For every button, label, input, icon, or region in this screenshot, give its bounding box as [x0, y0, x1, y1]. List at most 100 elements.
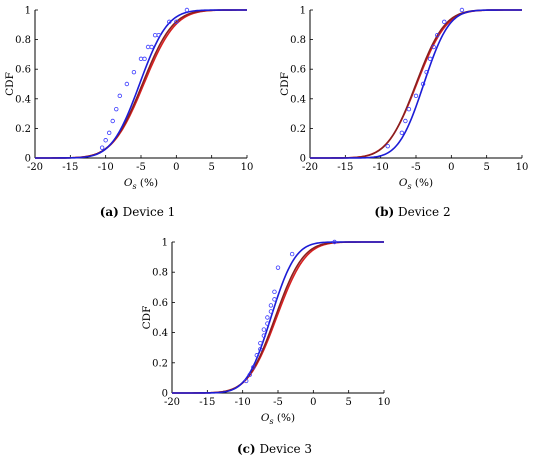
empirical-point [247, 372, 252, 378]
fit-curve-1 [310, 9, 522, 159]
empirical-point [142, 56, 147, 62]
x-tick-label: -10 [98, 162, 114, 173]
empirical-point [124, 81, 130, 87]
empirical-point [261, 333, 267, 338]
y-tick-label: 0.8 [152, 268, 168, 279]
empirical-point [403, 118, 408, 124]
caption-text: Device 2 [397, 205, 451, 219]
empirical-point [272, 289, 277, 295]
empirical-point [156, 32, 161, 38]
empirical-point [434, 32, 440, 38]
panel-device-1: -20 -15 -10 -5 0 5 10 0 0.2 0.4 0.6 0.8 1 CDF Os (%) (… [0, 0, 275, 230]
y-tick-label: 0.2 [15, 124, 31, 135]
x-tick-label: -10 [235, 397, 251, 408]
x-tick-label: -5 [273, 397, 283, 408]
empirical-point [117, 93, 122, 99]
y-tick-label: 0.6 [152, 298, 168, 309]
x-tick-label: 0 [448, 162, 454, 173]
x-tick-label: -20 [27, 162, 43, 173]
empirical-point [431, 44, 436, 50]
x-tick-label: -20 [302, 162, 318, 173]
x-tick-label: -15 [199, 397, 215, 408]
panel-device-2: -20 -15 -10 -5 0 5 10 0 0.2 0.4 0.6 0.8 1 CDF Os (%) (… [275, 0, 550, 230]
y-axis-label: CDF [279, 72, 291, 96]
chart-device-2: -20 -15 -10 -5 0 5 10 0 0.2 0.4 0.6 0.8 1 CDF Os (%) [279, 6, 529, 192]
caption-device-3: (c) Device 3 [137, 442, 412, 456]
y-axis-label: CDF [4, 72, 16, 96]
chart-device-1: -20 -15 -10 -5 0 5 10 0 0.2 0.4 0.6 0.8 1 CDF Os (%) [4, 6, 254, 192]
x-tick-label: 5 [483, 162, 489, 173]
empirical-point [424, 69, 429, 75]
y-tick-label: 0.4 [152, 328, 168, 339]
empirical-point [399, 130, 405, 136]
x-tick-label: -20 [164, 397, 180, 408]
y-axis-label: CDF [141, 306, 153, 330]
y-tick-label: 0.8 [290, 35, 306, 46]
x-tick-label: 10 [378, 397, 391, 408]
fit-curve-2 [172, 241, 384, 394]
empirical-point [385, 143, 390, 149]
x-tick-label: -15 [337, 162, 353, 173]
empirical-point [152, 32, 158, 38]
y-tick-label: 1 [300, 6, 306, 17]
y-tick-label: 0.6 [15, 65, 31, 76]
empirical-point [174, 19, 179, 25]
empirical-point [243, 378, 249, 384]
x-tick-label: -5 [411, 162, 421, 173]
empirical-point [149, 44, 154, 50]
empirical-point [265, 315, 270, 320]
fit-curve-1 [35, 9, 247, 159]
empirical-point [275, 265, 281, 270]
empirical-point [268, 309, 274, 314]
y-tick-label: 0.2 [152, 358, 168, 369]
y-tick-label: 1 [162, 238, 168, 249]
fit-curve-2 [35, 9, 247, 159]
x-tick-label: 10 [516, 162, 529, 173]
empirical-point [413, 93, 419, 99]
chart-device-3: -20 -15 -10 -5 0 5 10 0 0.2 0.4 0.6 0.8 1 CDF Os (%) [141, 238, 391, 427]
panel-device-3: -20 -15 -10 -5 0 5 10 0 0.2 0.4 0.6 0.8 1 CDF Os (%) (… [137, 232, 412, 463]
empirical-point [427, 56, 433, 62]
fit-curve-0 [35, 9, 247, 159]
caption-letter: (c) [236, 442, 256, 456]
x-axis-label: Os (%) [261, 412, 295, 426]
caption-device-1: (a) Device 1 [0, 205, 275, 219]
empirical-point [289, 251, 295, 257]
empirical-point [251, 365, 256, 370]
empirical-point [268, 303, 274, 308]
x-tick-label: -10 [373, 162, 389, 173]
empirical-point [114, 106, 119, 112]
fit-curve-0 [172, 241, 384, 394]
x-tick-label: 0 [173, 162, 179, 173]
y-tick-label: 0 [162, 389, 168, 400]
empirical-point [184, 7, 190, 13]
y-tick-label: 0 [25, 154, 31, 165]
x-axis-label: Os (%) [399, 177, 433, 191]
x-tick-label: 5 [208, 162, 214, 173]
caption-text: Device 3 [259, 442, 313, 456]
empirical-point [138, 56, 144, 62]
empirical-point [103, 138, 108, 143]
empirical-point [167, 19, 172, 25]
empirical-point [258, 340, 263, 346]
caption-letter: (a) [99, 205, 119, 219]
empirical-point [459, 7, 465, 13]
empirical-point [332, 239, 337, 245]
empirical-point [442, 19, 447, 25]
empirical-point [99, 145, 105, 150]
empirical-point [420, 81, 426, 87]
x-axis-label: Os (%) [124, 177, 158, 191]
fit-curve-2 [310, 9, 522, 159]
y-tick-label: 0.6 [290, 65, 306, 76]
empirical-point [406, 106, 412, 112]
y-tick-label: 0.4 [290, 94, 306, 105]
empirical-point [106, 130, 112, 136]
empirical-point [254, 353, 259, 358]
fit-curve-1 [172, 241, 384, 394]
x-tick-label: 10 [241, 162, 254, 173]
empirical-point [110, 118, 115, 124]
empirical-point [145, 44, 151, 50]
empirical-point [258, 347, 263, 352]
y-tick-label: 0.2 [290, 124, 306, 135]
empirical-point [261, 327, 267, 332]
